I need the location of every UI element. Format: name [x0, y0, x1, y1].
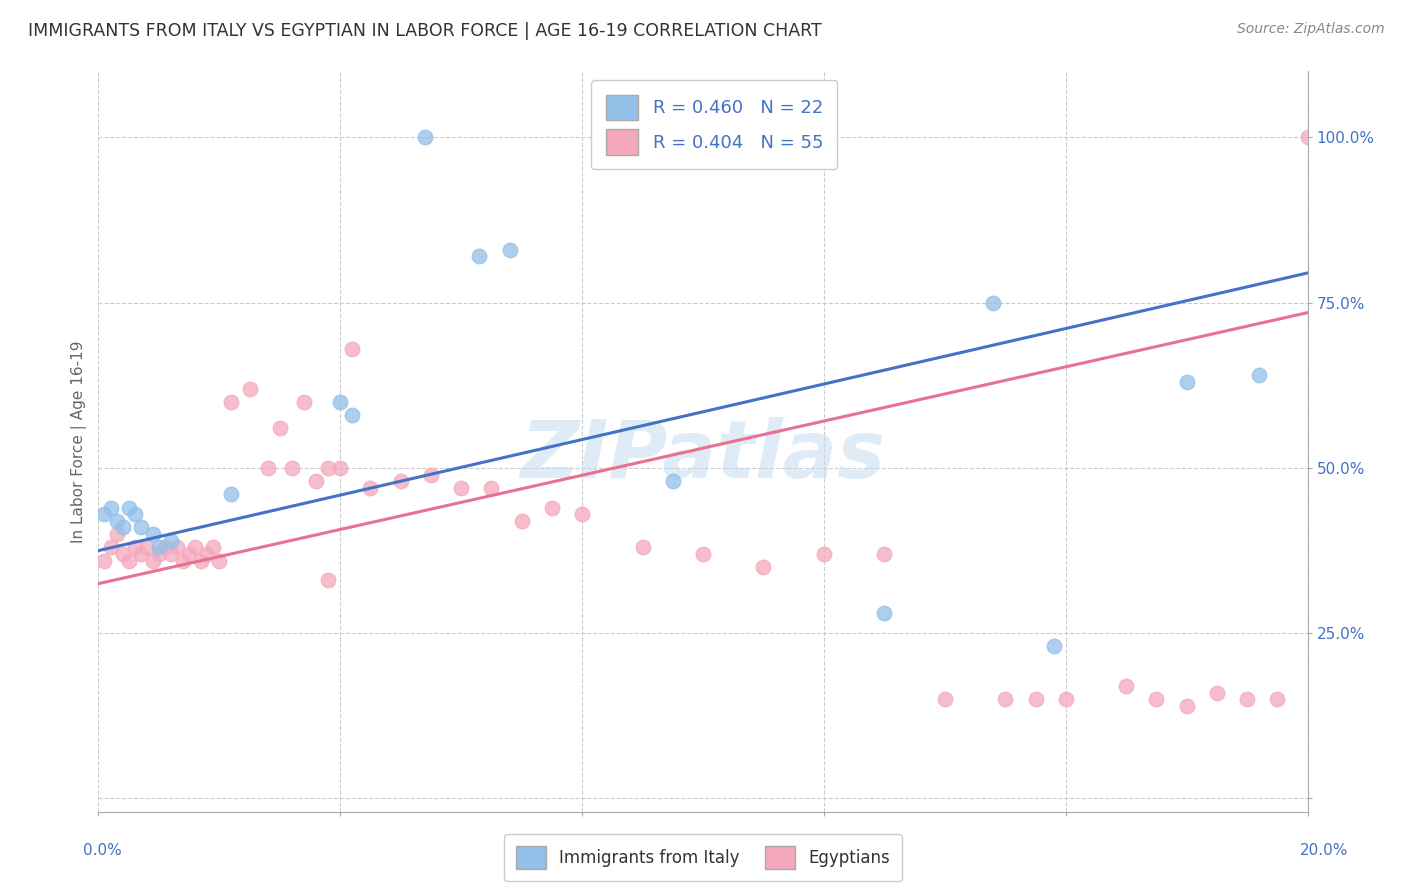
Point	[329, 395, 352, 409]
Point	[100, 500, 122, 515]
Point	[1042, 640, 1064, 654]
Point	[160, 533, 183, 548]
Point	[105, 527, 128, 541]
Point	[179, 547, 201, 561]
Point	[510, 514, 533, 528]
Point	[124, 508, 146, 522]
Point	[571, 508, 593, 522]
Point	[292, 395, 315, 409]
Point	[129, 520, 152, 534]
Point	[305, 474, 328, 488]
Point	[873, 547, 896, 561]
Point	[142, 553, 165, 567]
Point	[752, 560, 775, 574]
Point	[148, 541, 170, 555]
Point	[662, 474, 685, 488]
Point	[221, 487, 243, 501]
Point	[1249, 368, 1271, 383]
Point	[360, 481, 382, 495]
Point	[135, 541, 157, 555]
Point	[1296, 130, 1319, 145]
Point	[450, 481, 472, 495]
Point	[1115, 679, 1137, 693]
Point	[1175, 375, 1198, 389]
Point	[1175, 698, 1198, 713]
Point	[105, 514, 128, 528]
Point	[239, 382, 262, 396]
Point	[100, 541, 122, 555]
Point	[153, 541, 176, 555]
Legend: Immigrants from Italy, Egyptians: Immigrants from Italy, Egyptians	[505, 834, 901, 881]
Point	[148, 547, 170, 561]
Point	[142, 527, 165, 541]
Point	[184, 541, 207, 555]
Point	[172, 553, 194, 567]
Point	[342, 342, 364, 356]
Point	[342, 408, 364, 422]
Point	[994, 692, 1017, 706]
Text: 20.0%: 20.0%	[1301, 843, 1348, 858]
Point	[1054, 692, 1077, 706]
Point	[1024, 692, 1046, 706]
Point	[481, 481, 503, 495]
Point	[118, 500, 141, 515]
Point	[873, 607, 896, 621]
Text: Source: ZipAtlas.com: Source: ZipAtlas.com	[1237, 22, 1385, 37]
Point	[316, 574, 339, 588]
Point	[1144, 692, 1167, 706]
Text: IMMIGRANTS FROM ITALY VS EGYPTIAN IN LABOR FORCE | AGE 16-19 CORRELATION CHART: IMMIGRANTS FROM ITALY VS EGYPTIAN IN LAB…	[28, 22, 823, 40]
Point	[93, 553, 115, 567]
Point	[1236, 692, 1258, 706]
Point	[166, 541, 188, 555]
Point	[540, 500, 562, 515]
Point	[190, 553, 212, 567]
Point	[221, 395, 243, 409]
Y-axis label: In Labor Force | Age 16-19: In Labor Force | Age 16-19	[72, 340, 87, 543]
Point	[281, 461, 304, 475]
Point	[692, 547, 714, 561]
Point	[1206, 686, 1229, 700]
Point	[202, 541, 225, 555]
Point	[124, 541, 146, 555]
Point	[129, 547, 152, 561]
Point	[256, 461, 278, 475]
Point	[111, 520, 134, 534]
Point	[934, 692, 956, 706]
Point	[208, 553, 231, 567]
Point	[1267, 692, 1289, 706]
Point	[498, 243, 520, 257]
Point	[316, 461, 339, 475]
Point	[195, 547, 218, 561]
Point	[468, 250, 491, 264]
Text: 0.0%: 0.0%	[83, 843, 122, 858]
Point	[93, 508, 115, 522]
Point	[631, 541, 654, 555]
Text: ZIPatlas: ZIPatlas	[520, 417, 886, 495]
Point	[813, 547, 835, 561]
Point	[160, 547, 183, 561]
Point	[118, 553, 141, 567]
Point	[420, 467, 443, 482]
Point	[981, 295, 1004, 310]
Point	[269, 421, 291, 435]
Point	[111, 547, 134, 561]
Point	[329, 461, 352, 475]
Point	[389, 474, 412, 488]
Point	[413, 130, 436, 145]
